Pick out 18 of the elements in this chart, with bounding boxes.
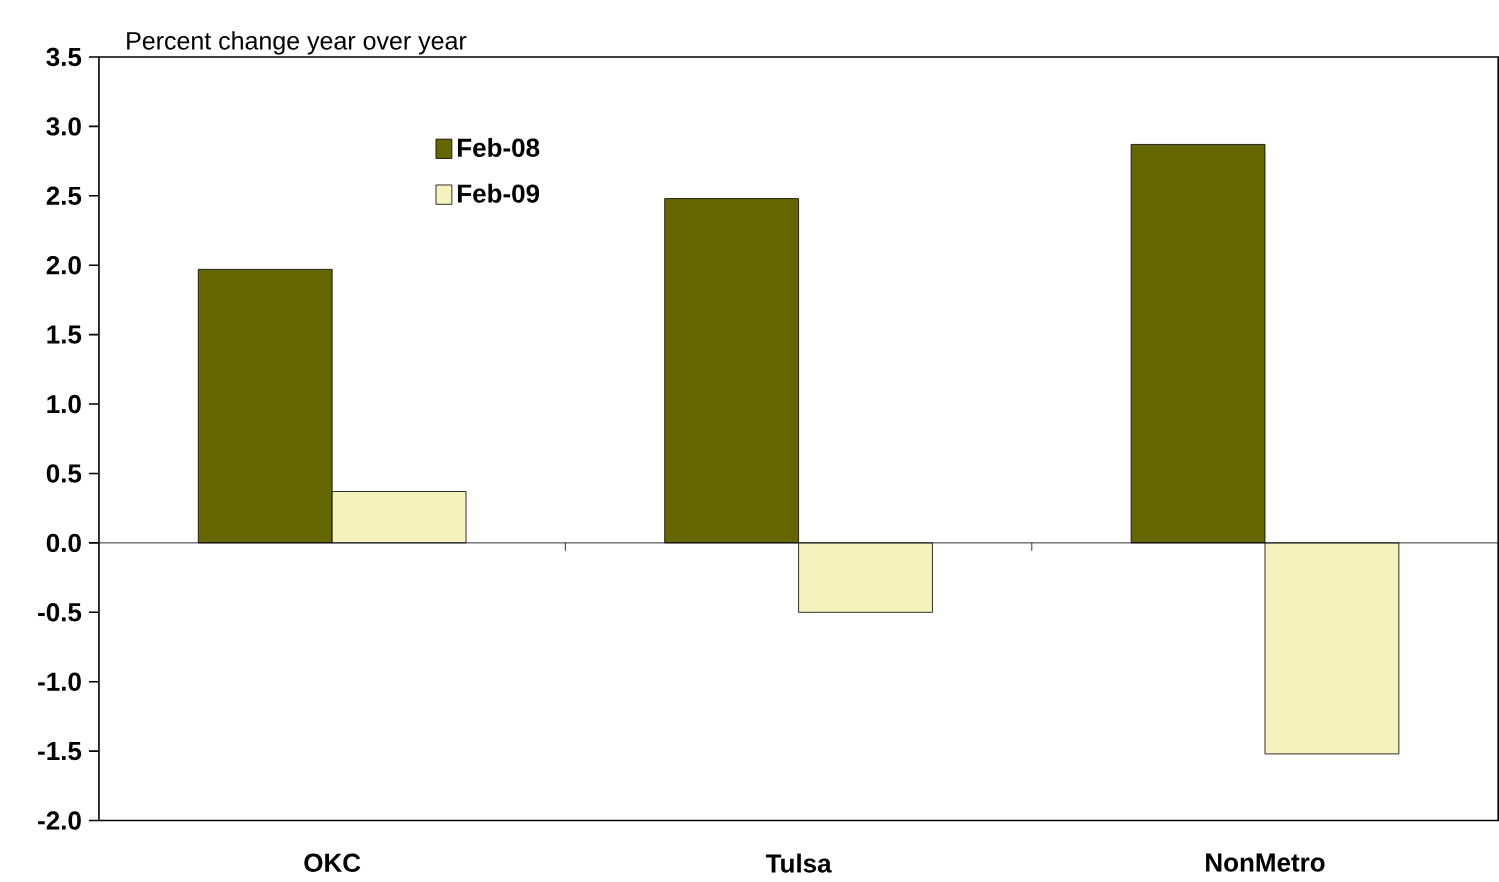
y-tick-label: 1.0 [47,395,81,414]
y-tick-label: 0.5 [46,464,82,483]
x-tick-label: NonMetro [1206,853,1325,872]
y-tick-label: 3.0 [46,117,81,136]
legend-label: Feb-09 [458,183,540,204]
x-tick-label: OKC [304,853,361,873]
y-tick-label: -1.0 [38,672,81,692]
y-axis-title: Percent change year over year [127,31,467,55]
y-tick-label: 2.5 [46,186,82,206]
x-tick-label: Tulsa [765,853,832,873]
y-tick-label: 2.0 [46,256,81,275]
y-tick-label: 1.5 [47,325,82,344]
y-tick-label: 0.0 [46,533,81,553]
y-tick-label: 3.5 [46,47,82,67]
y-tick-label: -1.5 [38,742,82,761]
y-tick-label: -2.0 [38,811,81,830]
y-tick-label: -0.5 [38,603,82,622]
legend-label: Feb-08 [458,138,540,158]
